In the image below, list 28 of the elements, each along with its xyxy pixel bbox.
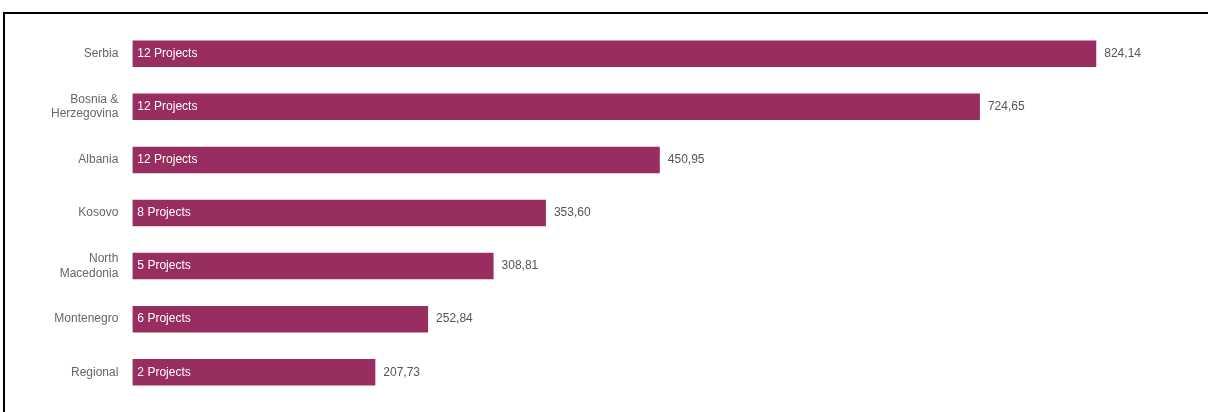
annotation: 5 Projects [137, 258, 191, 273]
y-tick-label: Albania [78, 152, 119, 167]
annotation: 12 Projects [137, 99, 198, 114]
annotation: 12 Projects [137, 46, 198, 61]
data-label: 353,60 [553, 205, 591, 220]
data-label: 450,95 [667, 152, 705, 167]
bar [132, 40, 1097, 68]
bar [132, 93, 980, 121]
y-tick-label: Kosovo [78, 205, 119, 220]
data-label: 207,73 [383, 364, 421, 379]
data-label: 308,81 [501, 258, 539, 273]
bar [132, 146, 660, 174]
y-tick-label: Bosnia & Herzegovina [51, 91, 119, 121]
data-label: 824,14 [1104, 46, 1142, 61]
annotation: 12 Projects [137, 152, 198, 167]
bar [132, 199, 546, 227]
data-label: 252,84 [436, 311, 474, 326]
y-tick-label: Serbia [83, 46, 119, 61]
bar [132, 305, 429, 333]
bar [132, 252, 494, 280]
annotation: 6 Projects [137, 311, 191, 326]
bar [132, 358, 376, 386]
y-tick-label: Montenegro [54, 311, 119, 326]
annotation: 8 Projects [137, 205, 191, 220]
y-tick-label: Regional [71, 364, 119, 379]
annotation: 2 Projects [137, 364, 191, 379]
data-label: 724,65 [987, 99, 1025, 114]
y-tick-label: North Macedonia [59, 251, 119, 280]
